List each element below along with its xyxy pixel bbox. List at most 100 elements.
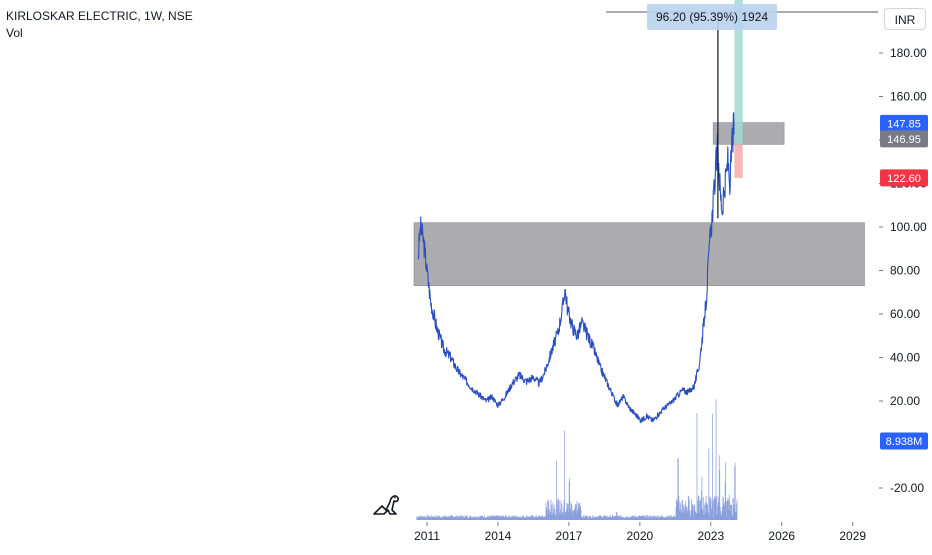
volume-bar (487, 516, 489, 520)
volume-bar (424, 516, 426, 520)
volume-bar (684, 504, 686, 520)
volume-bar (593, 517, 595, 520)
volume-bar (510, 517, 511, 520)
volume-bar (542, 516, 544, 520)
volume-bar (596, 516, 598, 520)
volume-bar (551, 515, 553, 520)
volume-bar (677, 458, 679, 520)
volume-bar (733, 507, 735, 520)
volume-bar (494, 516, 496, 520)
volume-bar (507, 516, 509, 520)
volume-bar (455, 516, 457, 520)
volume-bar (453, 517, 455, 520)
volume-bar (621, 516, 622, 520)
volume-bar (469, 516, 471, 520)
volume-bar (648, 515, 650, 520)
volume-bar (532, 515, 534, 520)
volume-bar (657, 518, 659, 520)
volume-bar (550, 511, 551, 520)
volume-bar (643, 515, 645, 520)
volume-bar (714, 496, 716, 520)
time-axis-label: 2023 (697, 529, 724, 543)
volume-bar (416, 516, 418, 520)
volume-bar (601, 517, 603, 520)
volume-bar (701, 509, 703, 520)
volume-bar (686, 510, 688, 520)
volume-bar (559, 515, 561, 520)
chart-legend: KIRLOSKAR ELECTRIC, 1W, NSE Vol (6, 8, 193, 42)
volume-bar (494, 516, 496, 520)
volume-bar (643, 515, 645, 520)
volume-bar (595, 517, 597, 520)
volume-bar (519, 516, 521, 520)
volume-bar (618, 516, 620, 520)
volume-bar (467, 517, 469, 520)
volume-bar (438, 516, 440, 520)
volume-bar (608, 516, 610, 520)
volume-bar (450, 515, 452, 520)
volume-bar (620, 517, 622, 520)
volume-bar (505, 515, 506, 520)
volume-bar (724, 502, 726, 520)
volume-bar (515, 517, 517, 520)
volume-bar (646, 515, 648, 520)
volume-bar (691, 510, 693, 520)
volume-bar (661, 516, 662, 520)
volume-bar (473, 517, 475, 520)
volume-bar (679, 509, 681, 520)
price-axis[interactable]: 180.00160.00140.00120.00100.0080.0060.00… (879, 46, 927, 495)
volume-bar (721, 511, 723, 520)
volume-bar (727, 510, 729, 520)
volume-bar (704, 514, 706, 520)
volume-bar (605, 515, 607, 520)
volume-bar (497, 515, 499, 520)
volume-bar (686, 513, 688, 520)
time-axis[interactable]: 2011 2014 2017 2020 2023 2026 2029 (414, 522, 866, 543)
volume-bar (540, 517, 541, 520)
volume-bar (483, 516, 485, 520)
volume-bar (483, 517, 485, 520)
position-tool-layer (734, 0, 743, 178)
volume-bar (449, 517, 451, 520)
volume-bar (516, 516, 518, 520)
volume-bar (716, 514, 717, 520)
time-axis-label: 2026 (768, 529, 795, 543)
volume-bar (500, 516, 502, 520)
volume-bar (730, 505, 732, 520)
currency-button[interactable]: INR (884, 8, 926, 30)
volume-bar (446, 516, 448, 520)
volume-bar (421, 516, 423, 520)
volume-bar (602, 516, 604, 520)
price-axis-label: -20.00 (890, 481, 924, 495)
price-tag-bg (880, 432, 928, 450)
volume-bar (586, 515, 587, 520)
time-axis-label: 2011 (414, 529, 440, 543)
volume-bar (434, 515, 435, 520)
volume-bar (427, 517, 429, 520)
volume-bar (420, 516, 422, 520)
volume-bar (455, 515, 457, 520)
volume-bar (675, 507, 677, 520)
volume-bar (577, 503, 579, 520)
volume-bar (734, 466, 736, 520)
price-tag-label: 146.95 (887, 134, 921, 146)
volume-bar (593, 517, 595, 520)
volume-bar (439, 515, 440, 520)
volume-bar (570, 508, 571, 520)
volume-bar (426, 515, 428, 520)
volume-bar (484, 515, 486, 520)
volume-bar (504, 516, 506, 520)
volume-bar (661, 516, 663, 520)
volume-bar (450, 515, 451, 520)
volume-bar (585, 517, 587, 520)
volume-bar (598, 516, 600, 520)
volume-bar (658, 516, 660, 520)
volume-bar (622, 517, 624, 520)
volume-bar (417, 517, 419, 520)
volume-bar (432, 516, 434, 520)
volume-bar (644, 515, 646, 520)
volume-bar (485, 517, 487, 520)
